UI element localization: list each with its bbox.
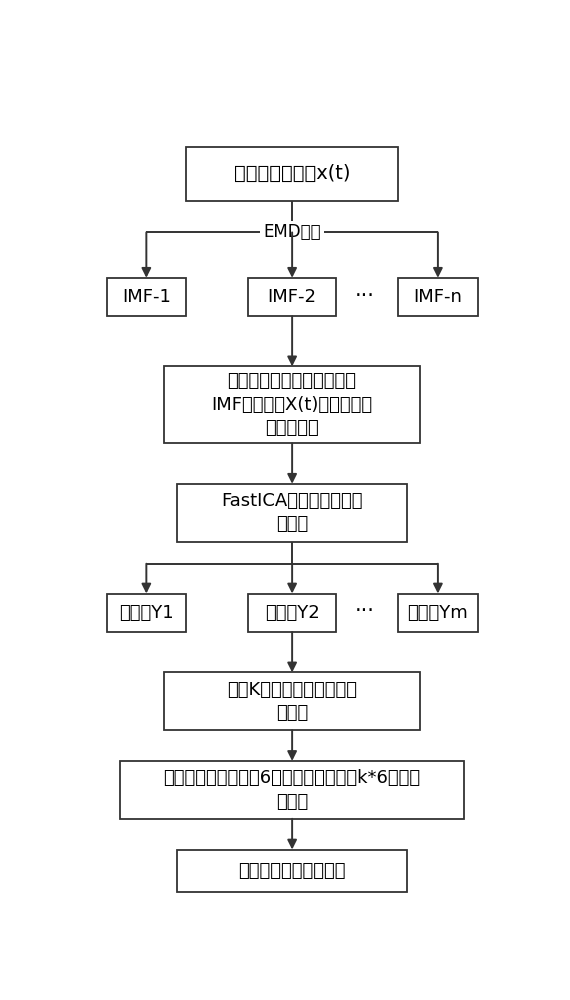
Text: IMF-2: IMF-2: [268, 288, 316, 306]
Text: FastICA算分分离混合信
号矩阵: FastICA算分分离混合信 号矩阵: [221, 492, 363, 534]
Text: 单通道实测信号x(t): 单通道实测信号x(t): [234, 164, 351, 183]
Text: 保留K个含轴承故障特征的
源信号: 保留K个含轴承故障特征的 源信号: [227, 681, 357, 722]
Bar: [398, 278, 478, 316]
Bar: [177, 850, 407, 892]
Text: IMF-1: IMF-1: [122, 288, 171, 306]
Text: 滑动熵互相关系数筛选有效
IMF分量，与X(t)组合构建混
合信号矩阵: 滑动熵互相关系数筛选有效 IMF分量，与X(t)组合构建混 合信号矩阵: [211, 372, 373, 438]
Bar: [248, 594, 336, 632]
Text: EMD分解: EMD分解: [263, 223, 321, 241]
Bar: [398, 594, 478, 632]
Text: 融合后的低维特征参数: 融合后的低维特征参数: [238, 862, 346, 880]
Text: ···: ···: [355, 601, 375, 621]
Bar: [120, 761, 465, 819]
Text: IMF-n: IMF-n: [413, 288, 462, 306]
Bar: [164, 672, 420, 730]
Text: 源信号Y2: 源信号Y2: [264, 604, 320, 622]
Text: ···: ···: [355, 286, 375, 306]
Text: 源信号Y1: 源信号Y1: [119, 604, 174, 622]
Text: 源信号Ym: 源信号Ym: [408, 604, 469, 622]
Text: 分别对各源信号提取6个特征参数，组成k*6维特征
参数集: 分别对各源信号提取6个特征参数，组成k*6维特征 参数集: [164, 769, 421, 811]
Bar: [177, 484, 407, 542]
Bar: [248, 278, 336, 316]
Bar: [107, 278, 186, 316]
Bar: [107, 594, 186, 632]
Bar: [186, 147, 398, 201]
Bar: [164, 366, 420, 443]
